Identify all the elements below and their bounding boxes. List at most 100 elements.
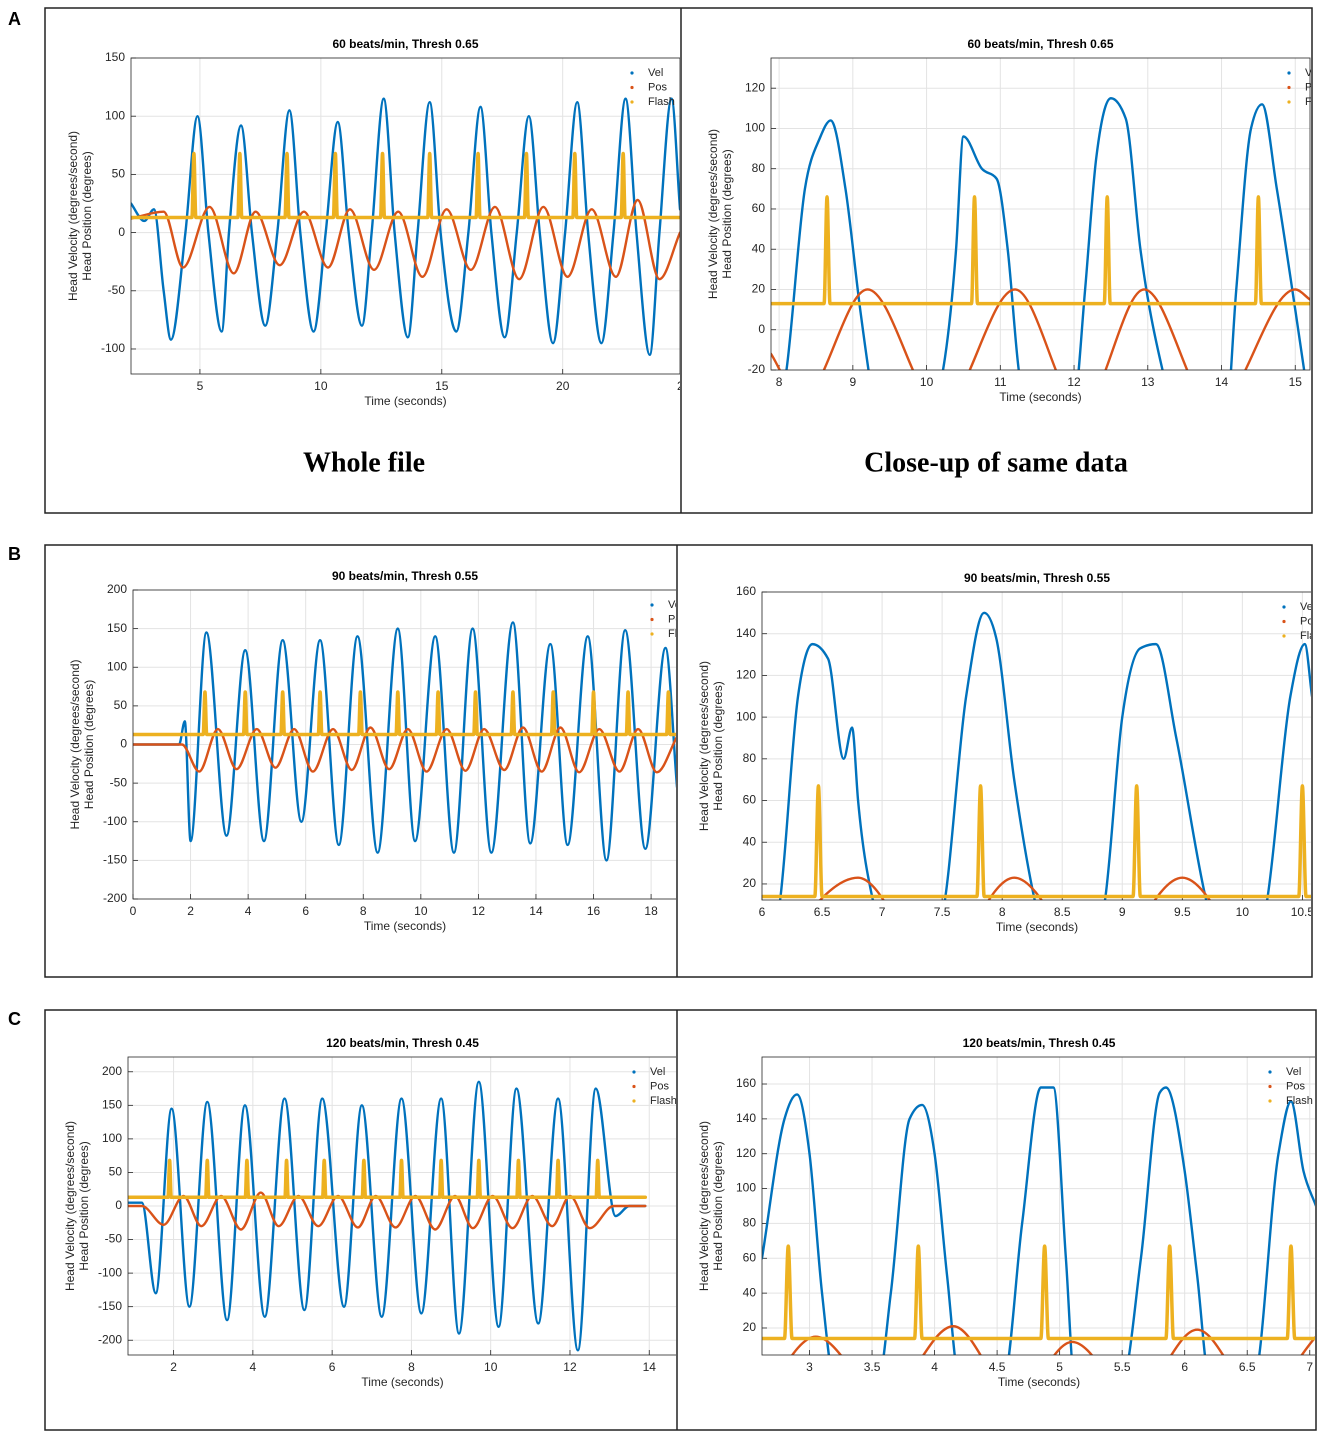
legend-marker — [1268, 1099, 1272, 1103]
legend-label: Flash — [650, 1095, 677, 1107]
series-line — [762, 1244, 1315, 1341]
x-tick-label: 6.5 — [814, 905, 831, 919]
x-tick-label: 5.5 — [1114, 1360, 1131, 1374]
x-tick-label: 14 — [643, 1360, 657, 1374]
y-tick-label: 150 — [102, 1097, 122, 1111]
series-line — [771, 195, 1310, 306]
chart: -100 -50 0 50 100 150 5 10 15 20 25 Vel Pos Flash 60 b… — [66, 37, 680, 408]
panel-frame — [44, 544, 1313, 978]
legend-label: Vel — [1286, 1066, 1301, 1078]
series-line — [131, 198, 680, 281]
plot-area — [762, 1057, 1315, 1355]
legend-marker — [1287, 71, 1291, 75]
x-tick-label: 2 — [187, 904, 194, 918]
y-tick-label: 120 — [736, 668, 756, 682]
chart-title: 120 beats/min, Thresh 0.45 — [326, 1036, 479, 1050]
series-line — [785, 97, 1306, 370]
x-axis-label: Time (seconds) — [364, 394, 446, 408]
y-tick-label: 120 — [736, 1146, 756, 1160]
x-axis-label: Time (seconds) — [361, 1375, 443, 1389]
plot-lines — [762, 611, 1311, 900]
legend-marker — [1268, 1084, 1272, 1089]
plot-area — [762, 592, 1311, 900]
series-line — [778, 611, 1311, 900]
legend-marker — [1282, 634, 1286, 638]
legend-marker — [632, 1084, 636, 1089]
legend-label: Flash — [1300, 630, 1325, 642]
plot-lines — [762, 1086, 1315, 1355]
panel-label: C — [8, 1009, 21, 1029]
y-tick-label: 100 — [736, 709, 756, 723]
y-axis-label: Head Velocity (degrees/second) — [697, 661, 711, 831]
x-tick-label: 18 — [644, 904, 658, 918]
y-tick-label: 80 — [743, 751, 757, 765]
y-tick-label: 100 — [102, 1131, 122, 1145]
x-tick-label: 6 — [329, 1360, 336, 1374]
panel-frame — [44, 1009, 1317, 1431]
chart: -20 0 20 40 60 80 100 120 8 9 10 11 12 13 14 15 Vel Pos Fl… — [706, 37, 1320, 404]
plot-lines — [131, 97, 680, 356]
axes-box — [761, 1056, 1315, 1356]
x-tick-label: 10.5 — [1291, 905, 1315, 919]
y-axis-label: Head Position (degrees) — [82, 680, 96, 809]
plot-lines — [133, 621, 676, 862]
axes-box — [130, 57, 680, 375]
legend-marker — [1282, 619, 1286, 624]
x-tick-label: 10 — [314, 379, 328, 393]
series-line — [131, 151, 680, 220]
y-tick-label: 50 — [114, 698, 128, 712]
x-axis-label: Time (seconds) — [998, 1375, 1080, 1389]
series-line — [133, 621, 676, 862]
legend-marker — [632, 1099, 636, 1103]
x-tick-label: 8 — [360, 904, 367, 918]
y-axis-label: Head Velocity (degrees/second) — [697, 1121, 711, 1291]
y-tick-label: -150 — [98, 1299, 122, 1313]
chart-title: 90 beats/min, Thresh 0.55 — [332, 569, 478, 583]
legend-label: Pos — [650, 1080, 669, 1092]
y-tick-label: 200 — [107, 582, 127, 596]
y-tick-label: 140 — [736, 626, 756, 640]
y-tick-label: 60 — [743, 1250, 757, 1264]
y-tick-label: -100 — [98, 1265, 122, 1279]
series-line — [818, 876, 1212, 900]
y-tick-label: 20 — [743, 1320, 757, 1334]
x-tick-label: 7 — [879, 905, 886, 919]
x-tick-label: 6 — [302, 904, 309, 918]
x-tick-label: 4 — [931, 1360, 938, 1374]
axes-box — [761, 591, 1311, 901]
y-axis-label: Head Velocity (degrees/second) — [63, 1121, 77, 1291]
chart: -200 -150 -100 -50 0 50 100 150 200 2 4 6 8 10 12 14 Vel… — [63, 1036, 677, 1389]
y-tick-label: 0 — [118, 225, 125, 239]
x-tick-label: 8 — [776, 375, 783, 389]
legend-marker — [632, 1070, 636, 1074]
y-tick-label: -200 — [103, 891, 127, 905]
chart-title: 120 beats/min, Thresh 0.45 — [963, 1036, 1116, 1050]
x-tick-label: 6 — [759, 905, 766, 919]
y-tick-label: 100 — [107, 659, 127, 673]
x-tick-label: 9.5 — [1174, 905, 1191, 919]
legend-marker — [1287, 85, 1291, 90]
legend-marker — [1268, 1070, 1272, 1074]
y-tick-label: 100 — [745, 121, 765, 135]
y-tick-label: 40 — [752, 241, 766, 255]
x-tick-label: 15 — [1289, 375, 1303, 389]
y-tick-label: 160 — [736, 1076, 756, 1090]
y-tick-label: 50 — [109, 1165, 123, 1179]
y-tick-label: -100 — [103, 814, 127, 828]
x-axis-label: Time (seconds) — [999, 390, 1081, 404]
y-tick-label: 60 — [752, 201, 766, 215]
y-tick-label: -20 — [748, 362, 766, 376]
y-tick-label: 80 — [752, 161, 766, 175]
y-tick-label: 80 — [743, 1216, 757, 1230]
chart: -200 -150 -100 -50 0 50 100 150 200 0 2 4 6 8 10 12 14 16… — [68, 569, 676, 933]
legend-label: Vel — [1305, 67, 1320, 79]
legend-marker — [650, 632, 654, 636]
legend-marker — [1287, 100, 1291, 104]
y-tick-label: 40 — [743, 1285, 757, 1299]
y-axis-label: Head Position (degrees) — [77, 1141, 91, 1270]
x-axis-label: Time (seconds) — [996, 920, 1078, 934]
x-tick-label: 9 — [850, 375, 857, 389]
series-line — [762, 784, 1311, 899]
legend-marker — [1282, 605, 1286, 609]
y-tick-label: 200 — [102, 1064, 122, 1078]
